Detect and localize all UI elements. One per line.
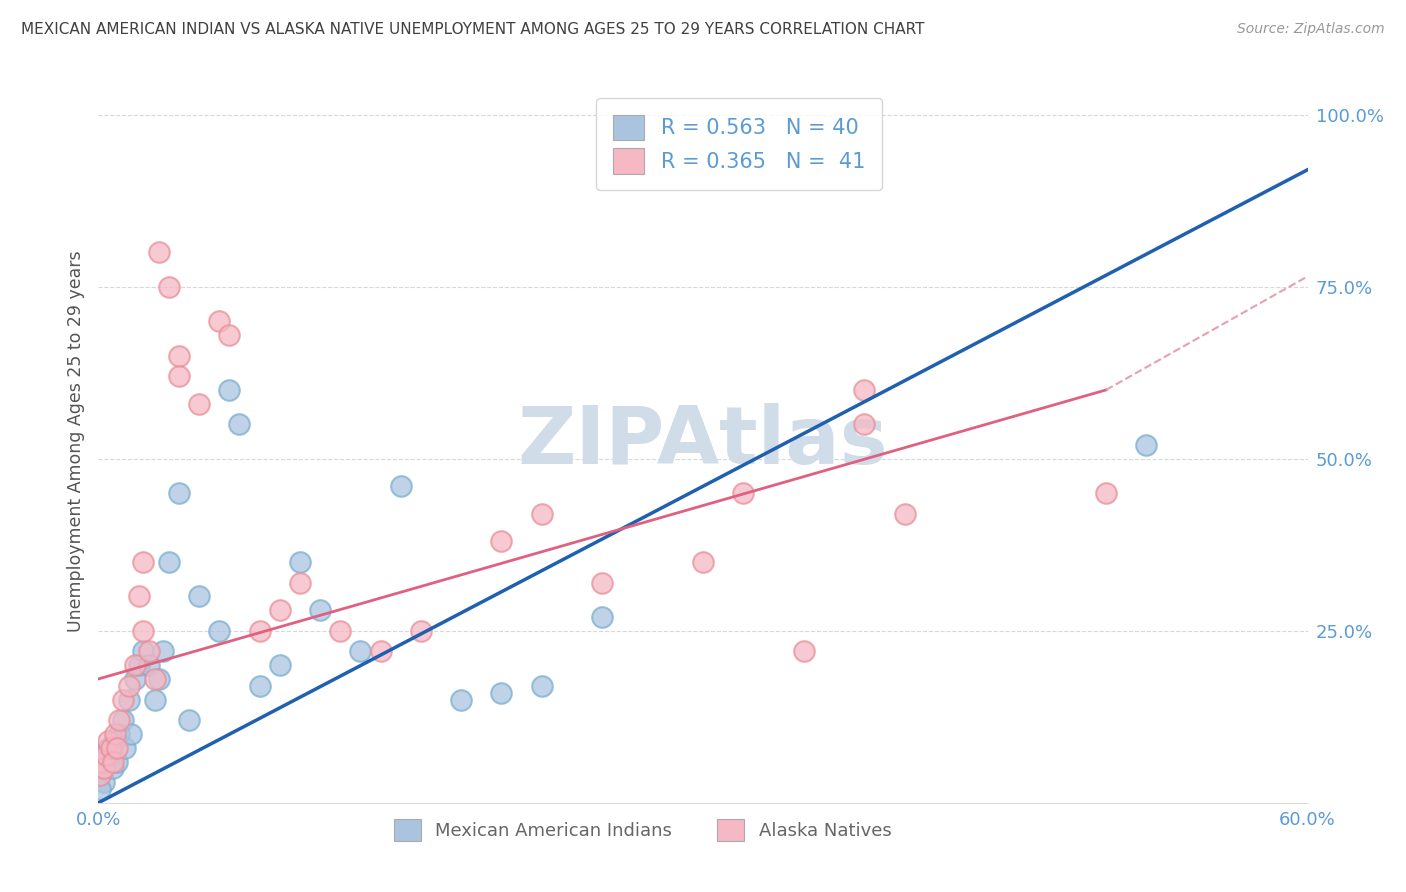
Point [409, 624, 432, 638]
Point [101, 761, 124, 775]
Point [450, 692, 472, 706]
Point [118, 692, 141, 706]
Point [491, 534, 513, 549]
Point [91, 761, 114, 775]
Point [138, 644, 160, 658]
Point [591, 575, 613, 590]
Point [249, 679, 271, 693]
Point [1095, 486, 1118, 500]
Point [96, 755, 118, 769]
Point [93, 761, 115, 775]
Point [218, 383, 240, 397]
Point [208, 314, 231, 328]
Text: MEXICAN AMERICAN INDIAN VS ALASKA NATIVE UNEMPLOYMENT AMONG AGES 25 TO 29 YEARS : MEXICAN AMERICAN INDIAN VS ALASKA NATIVE… [21, 22, 925, 37]
Point [100, 740, 122, 755]
Point [96, 747, 118, 762]
Point [103, 727, 125, 741]
Point [167, 349, 190, 363]
Point [124, 658, 146, 673]
Point [132, 644, 155, 658]
Point [1135, 438, 1157, 452]
Point [114, 740, 136, 755]
Point [329, 624, 352, 638]
Point [793, 644, 815, 658]
Point [105, 755, 128, 769]
Point [530, 507, 553, 521]
Point [370, 644, 392, 658]
Point [309, 603, 332, 617]
Point [208, 624, 231, 638]
Point [269, 603, 291, 617]
Point [143, 692, 166, 706]
Point [349, 644, 371, 658]
Text: ZIPAtlas: ZIPAtlas [517, 402, 889, 481]
Point [111, 713, 134, 727]
Text: Source: ZipAtlas.com: Source: ZipAtlas.com [1237, 22, 1385, 37]
Point [89, 782, 111, 797]
Point [269, 658, 291, 673]
Point [228, 417, 250, 432]
Point [853, 383, 876, 397]
Point [167, 369, 190, 384]
Point [138, 658, 160, 673]
Point [101, 755, 124, 769]
Point [91, 755, 114, 769]
Point [288, 575, 311, 590]
Point [105, 740, 128, 755]
Point [93, 775, 115, 789]
Point [97, 740, 120, 755]
Point [111, 692, 134, 706]
Point [143, 672, 166, 686]
Point [218, 327, 240, 342]
Point [148, 245, 170, 260]
Point [591, 610, 613, 624]
Y-axis label: Unemployment Among Ages 25 to 29 years: Unemployment Among Ages 25 to 29 years [66, 251, 84, 632]
Point [157, 279, 180, 293]
Point [249, 624, 271, 638]
Point [188, 397, 211, 411]
Point [148, 672, 170, 686]
Point [167, 486, 190, 500]
Point [853, 417, 876, 432]
Point [132, 555, 155, 569]
Point [157, 555, 180, 569]
Point [103, 734, 125, 748]
Point [89, 768, 111, 782]
Legend: Mexican American Indians, Alaska Natives: Mexican American Indians, Alaska Natives [387, 812, 898, 848]
Point [118, 679, 141, 693]
Point [100, 747, 122, 762]
Point [152, 644, 174, 658]
Point [530, 679, 553, 693]
Point [389, 479, 412, 493]
Point [132, 624, 155, 638]
Point [120, 727, 142, 741]
Point [107, 727, 129, 741]
Point [107, 713, 129, 727]
Point [97, 734, 120, 748]
Point [89, 768, 111, 782]
Point [188, 590, 211, 604]
Point [179, 713, 201, 727]
Point [692, 555, 714, 569]
Point [288, 555, 311, 569]
Point [124, 672, 146, 686]
Point [733, 486, 755, 500]
Point [128, 590, 150, 604]
Point [128, 658, 150, 673]
Point [491, 686, 513, 700]
Point [893, 507, 915, 521]
